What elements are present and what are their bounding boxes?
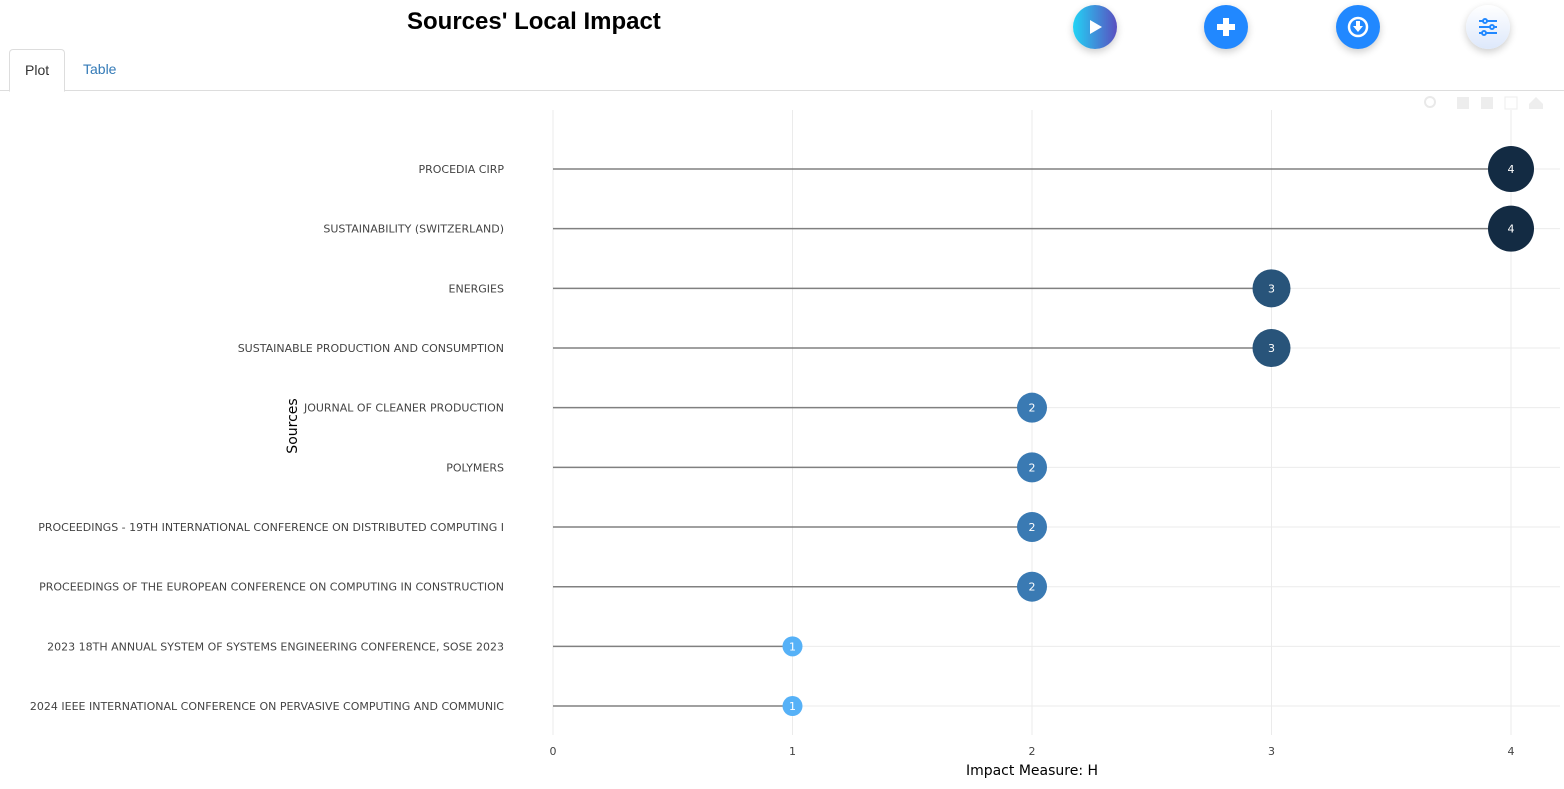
lollipop-point[interactable] [1017,571,1047,602]
y-axis-title: Sources [285,398,301,453]
point-value-label: 2 [1029,402,1036,415]
tab-plot[interactable]: Plot [9,49,66,92]
settings-button[interactable] [1466,5,1510,49]
download-icon [1347,16,1369,38]
point-value-label: 4 [1508,163,1515,176]
y-tick-label: SUSTAINABILITY (SWITZERLAND) [323,223,504,236]
x-tick-label: 1 [789,745,796,758]
lollipop-point[interactable] [1252,269,1291,308]
y-tick-label: 2023 18TH ANNUAL SYSTEM OF SYSTEMS ENGIN… [47,640,504,653]
x-tick-label: 0 [550,745,557,758]
zoom-out-icon[interactable] [1481,97,1493,109]
lollipop-point[interactable] [1488,146,1534,192]
run-button[interactable] [1073,5,1117,49]
modebar [1424,96,1543,110]
point-value-label: 3 [1268,342,1275,355]
lollipop-point[interactable] [782,696,803,717]
add-button[interactable] [1204,5,1248,49]
lollipop-point[interactable] [1252,329,1291,368]
play-icon [1090,20,1102,34]
x-tick-label: 3 [1268,745,1275,758]
lollipop-point[interactable] [1488,205,1534,252]
tab-bar: Plot Table [0,49,1564,92]
point-value-label: 3 [1268,282,1275,295]
home-icon[interactable] [1529,97,1543,109]
point-value-label: 2 [1029,521,1036,534]
y-tick-label: JOURNAL OF CLEANER PRODUCTION [303,402,504,415]
x-axis-title: Impact Measure: H [966,763,1098,779]
zoom-icon[interactable] [1424,96,1436,108]
y-tick-label: PROCEEDINGS OF THE EUROPEAN CONFERENCE O… [39,581,504,594]
y-tick-label: POLYMERS [446,461,504,474]
point-value-label: 4 [1508,223,1515,236]
x-tick-label: 2 [1029,745,1036,758]
point-value-label: 1 [789,640,796,653]
point-value-label: 1 [789,700,796,713]
lollipop-point[interactable] [1017,512,1047,543]
sliders-icon [1479,18,1497,36]
lollipop-point[interactable] [782,636,803,657]
zoom-in-icon[interactable] [1457,97,1469,109]
y-tick-label: ENERGIES [449,282,504,295]
page-title: Sources' Local Impact [407,8,661,35]
y-tick-label: SUSTAINABLE PRODUCTION AND CONSUMPTION [238,342,504,355]
autoscale-icon[interactable] [1504,96,1518,110]
tab-table[interactable]: Table [83,61,117,77]
y-tick-label: PROCEEDINGS - 19TH INTERNATIONAL CONFERE… [38,521,504,534]
point-value-label: 2 [1029,581,1036,594]
y-tick-label: PROCEDIA CIRP [418,163,504,176]
point-value-label: 2 [1029,461,1036,474]
y-tick-label: 2024 IEEE INTERNATIONAL CONFERENCE ON PE… [30,700,504,713]
x-tick-label: 4 [1508,745,1515,758]
lollipop-point[interactable] [1017,452,1047,483]
download-button[interactable] [1336,5,1380,49]
lollipop-point[interactable] [1017,392,1047,423]
plus-icon [1217,18,1235,36]
